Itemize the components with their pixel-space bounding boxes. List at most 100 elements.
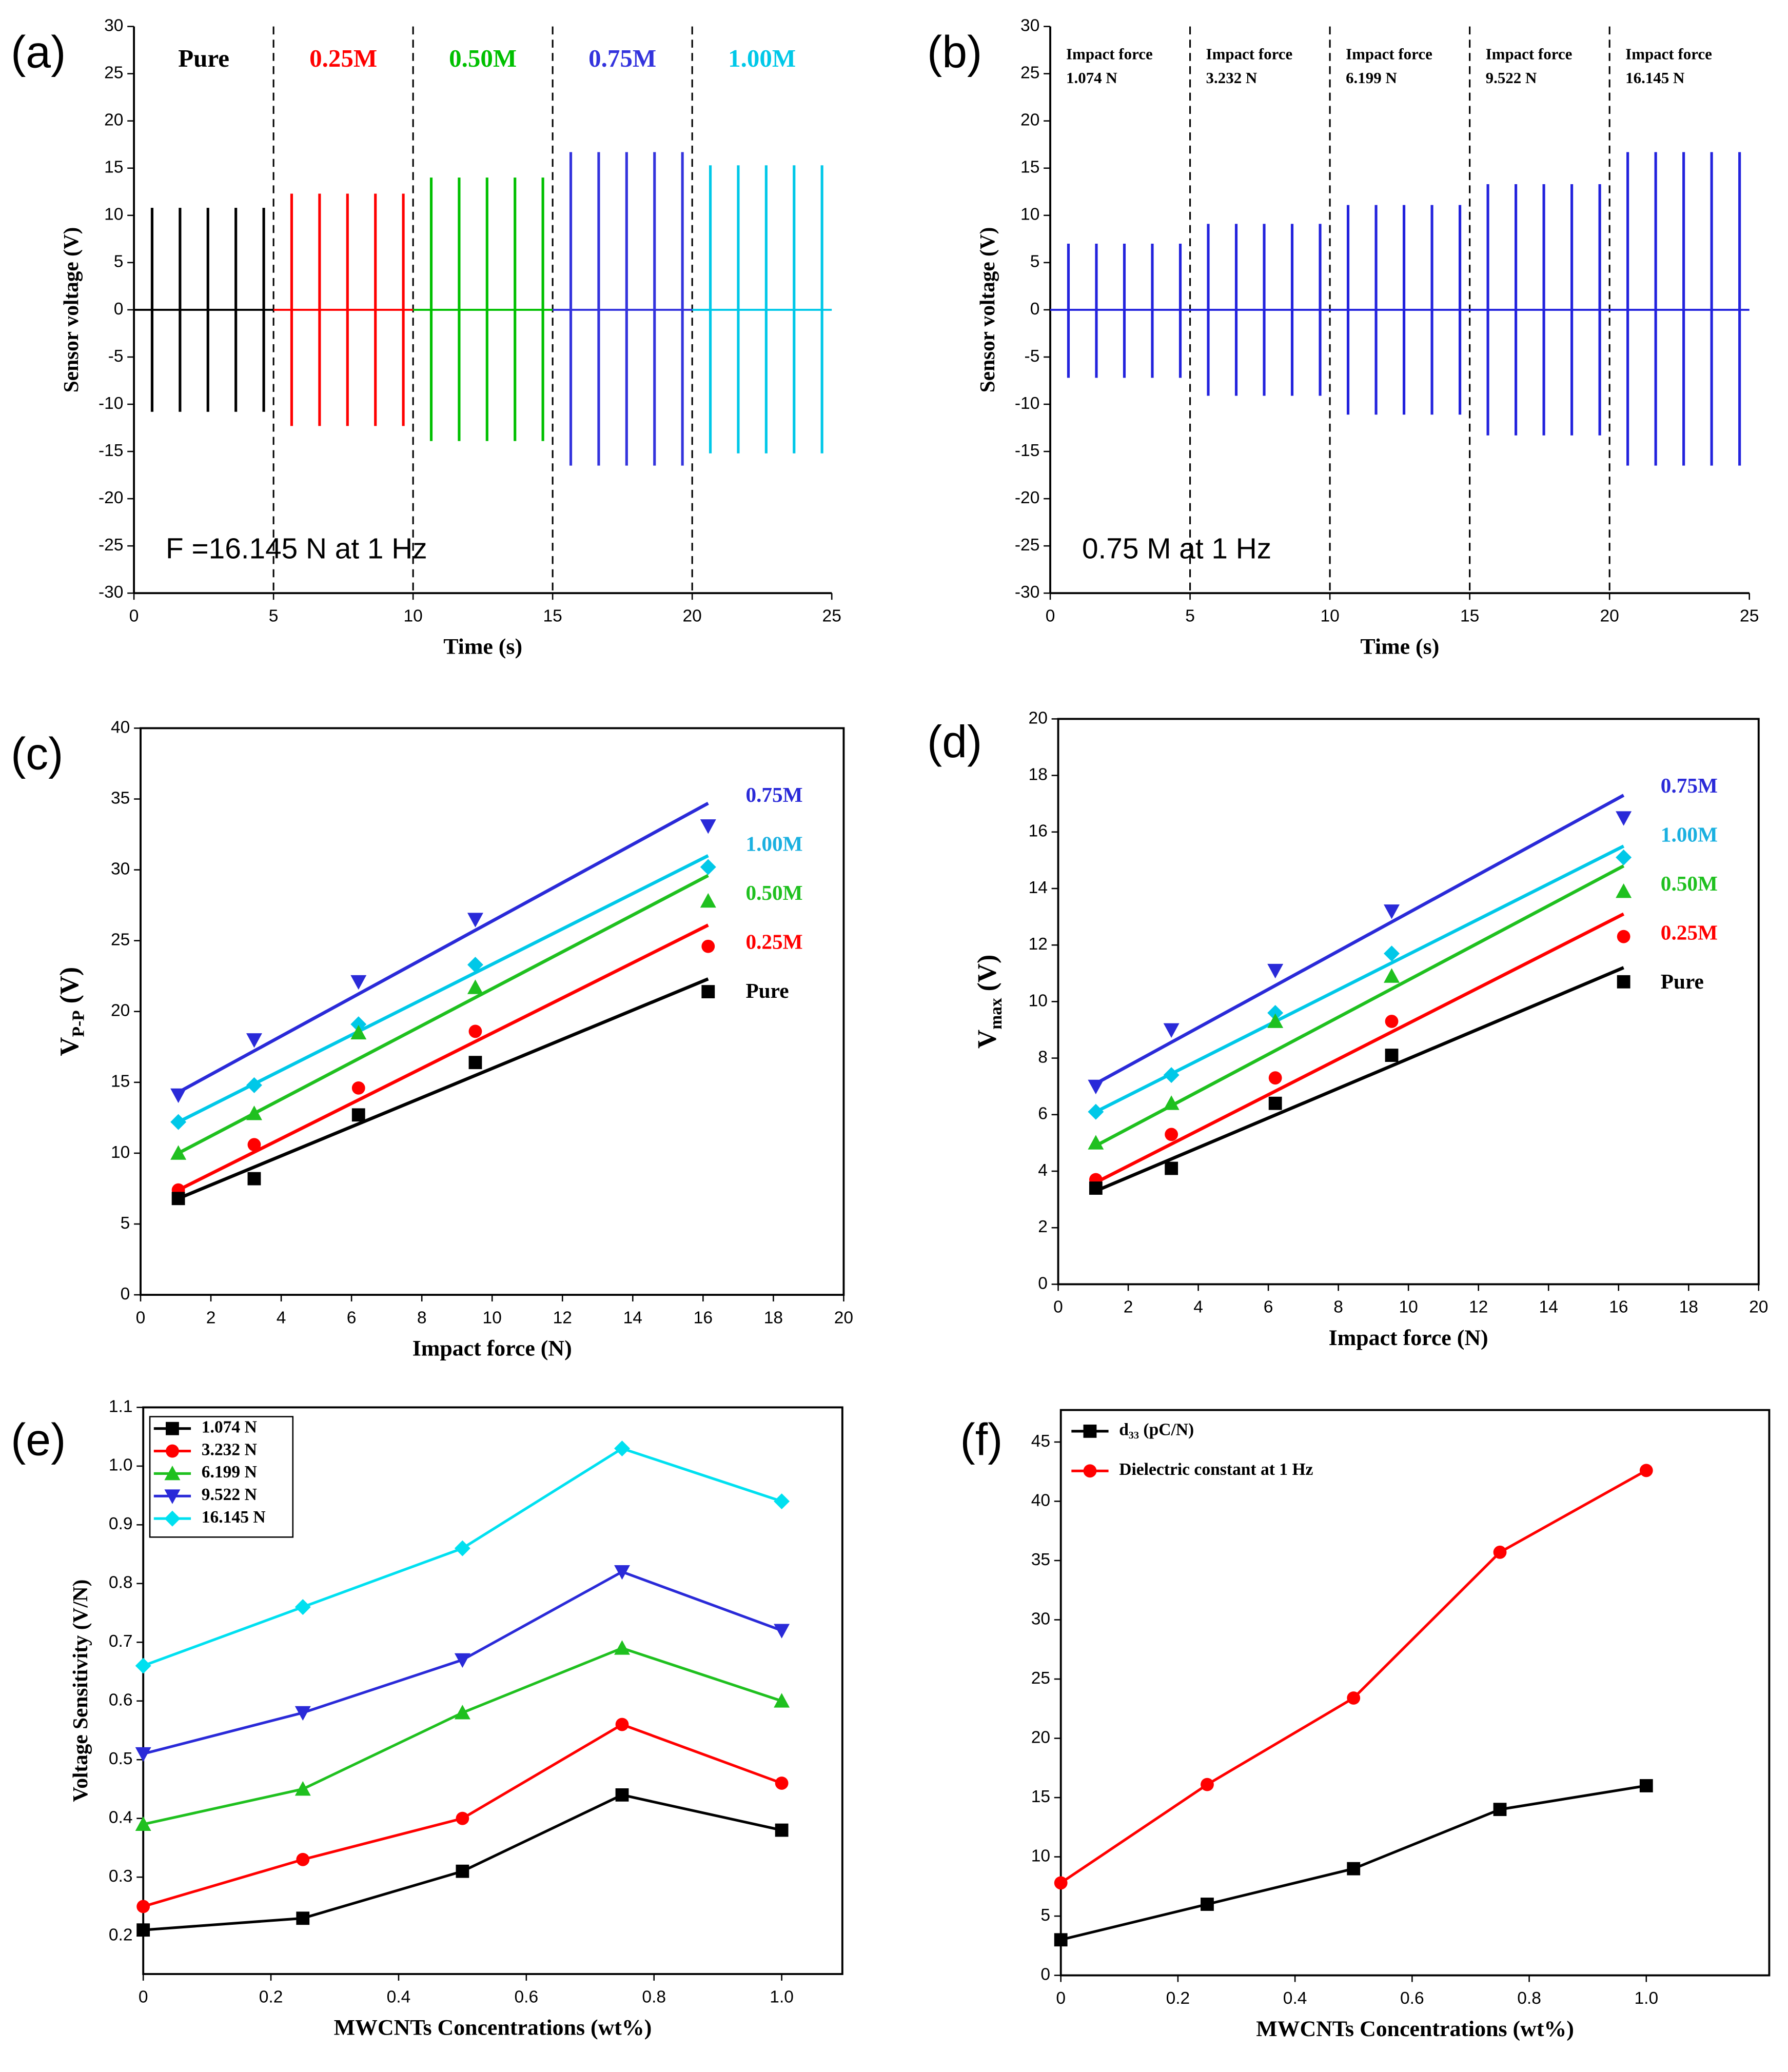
- x-tick-label: 2: [1124, 1298, 1133, 1317]
- y-tick-label: -20: [99, 488, 124, 507]
- marker: [136, 1900, 150, 1913]
- y-tick-label: 0.7: [109, 1632, 133, 1651]
- y-tick-label: 5: [1040, 1906, 1050, 1925]
- y-tick-label: 0.3: [109, 1867, 133, 1886]
- marker: [615, 1718, 629, 1731]
- y-tick-label: 0.8: [109, 1573, 133, 1592]
- y-tick-label: 18: [1029, 765, 1048, 784]
- marker: [1165, 1128, 1178, 1141]
- y-tick-label: 10: [1031, 1846, 1050, 1865]
- y-axis-title: Vmax (V): [972, 955, 1005, 1049]
- marker: [468, 1056, 482, 1070]
- series-label: 0.25M: [745, 930, 802, 954]
- y-tick-label: 10: [1029, 991, 1048, 1010]
- fit-line: [1095, 912, 1625, 1184]
- x-axis-title: Impact force (N): [412, 1336, 572, 1361]
- y-tick-label: -30: [99, 583, 124, 602]
- series-label: Pure: [1661, 970, 1704, 993]
- plot-frame: [1059, 1409, 1771, 1977]
- marker: [1616, 849, 1632, 865]
- marker: [456, 1864, 469, 1878]
- marker: [1088, 1135, 1104, 1150]
- marker: [1385, 1015, 1399, 1028]
- series-line: [143, 1646, 782, 1826]
- x-tick-label: 16: [694, 1308, 713, 1327]
- marker: [774, 1693, 790, 1708]
- marker: [1639, 1779, 1653, 1792]
- y-tick-label: -25: [99, 536, 124, 555]
- segment-label: Impact force: [1625, 45, 1712, 63]
- marker: [1616, 883, 1632, 898]
- marker: [1088, 1103, 1104, 1120]
- marker: [774, 1493, 790, 1510]
- marker: [1163, 1023, 1180, 1038]
- x-tick-label: 10: [1399, 1298, 1418, 1317]
- marker: [467, 913, 483, 928]
- segment-label: 6.199 N: [1346, 69, 1397, 87]
- y-title-unit: (V): [55, 967, 84, 1004]
- y-tick-label: 5: [121, 1214, 130, 1233]
- marker: [296, 1911, 310, 1925]
- marker: [1088, 1079, 1104, 1095]
- marker: [614, 1640, 630, 1655]
- marker: [351, 1081, 365, 1095]
- marker: [614, 1440, 630, 1457]
- segment-label: 0.50M: [449, 44, 517, 72]
- y-tick-label: 0.4: [109, 1808, 133, 1827]
- y-title-sub: P-P: [69, 1010, 88, 1037]
- marker: [700, 893, 716, 908]
- marker: [1267, 1013, 1284, 1028]
- y-tick-label: 10: [104, 205, 123, 224]
- marker: [1347, 1862, 1361, 1876]
- x-tick-label: 1.0: [770, 1987, 794, 2006]
- x-tick-label: 0: [136, 1308, 146, 1327]
- panel-label: (f): [960, 1414, 1003, 1465]
- y-tick-label: 14: [1029, 878, 1048, 897]
- x-tick-label: 0: [129, 607, 139, 626]
- y-tick-label: 20: [1029, 708, 1048, 727]
- marker: [350, 1024, 367, 1040]
- y-tick-label: 30: [1031, 1609, 1050, 1628]
- marker: [170, 1114, 187, 1130]
- marker: [135, 1657, 151, 1674]
- x-tick-label: 0.6: [515, 1987, 539, 2006]
- marker: [1493, 1545, 1507, 1559]
- marker: [351, 1108, 365, 1122]
- x-tick-label: 1.0: [1634, 1989, 1658, 2008]
- y-tick-label: 20: [1020, 111, 1039, 130]
- plot-frame: [140, 727, 845, 1296]
- marker: [294, 1781, 311, 1796]
- y-tick-label: 10: [111, 1143, 130, 1162]
- x-tick-label: 18: [1679, 1298, 1698, 1317]
- marker: [1201, 1898, 1214, 1911]
- x-tick-label: 0.4: [1283, 1989, 1307, 2008]
- x-tick-label: 0.2: [259, 1987, 283, 2006]
- panel-label: (c): [11, 728, 63, 779]
- x-tick-label: 25: [822, 607, 841, 626]
- x-tick-label: 0.2: [1166, 1989, 1190, 2008]
- x-axis-title: Time (s): [443, 635, 522, 659]
- segment-label: 16.145 N: [1625, 69, 1684, 87]
- x-axis-title: MWCNTs Concentrations (wt%): [1256, 2017, 1574, 2041]
- marker: [1385, 1049, 1399, 1062]
- x-tick-label: 0.6: [1400, 1989, 1424, 2008]
- marker: [246, 1077, 262, 1093]
- y-tick-label: -15: [99, 441, 124, 460]
- y-tick-label: 1.1: [109, 1397, 133, 1416]
- x-tick-label: 12: [1469, 1298, 1488, 1317]
- annotation: 0.75 M at 1 Hz: [1082, 533, 1271, 565]
- segment-label: Impact force: [1066, 45, 1153, 63]
- marker: [1639, 1464, 1653, 1477]
- x-axis-title: Time (s): [1360, 635, 1439, 659]
- y-tick-label: 25: [111, 931, 130, 950]
- series-label: 0.50M: [1661, 872, 1718, 895]
- x-tick-label: 0.4: [387, 1987, 411, 2006]
- marker: [700, 819, 716, 834]
- marker: [246, 1033, 262, 1048]
- fit-line: [1095, 794, 1625, 1086]
- marker: [774, 1624, 790, 1639]
- plot-frame: [1057, 718, 1760, 1286]
- legend-marker: [164, 1510, 181, 1527]
- y-tick-label: 40: [1031, 1491, 1050, 1510]
